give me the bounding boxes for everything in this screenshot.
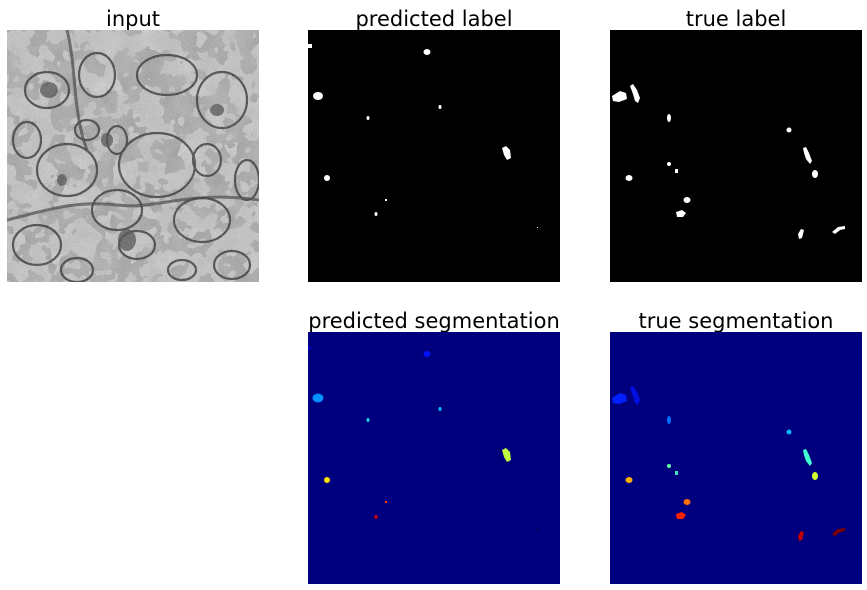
pred-seg-4 — [438, 407, 442, 411]
predicted-segmentation-map — [308, 332, 560, 584]
input-em-micrograph — [7, 30, 259, 282]
pred-seg-8 — [385, 501, 387, 503]
pred-seg-3 — [312, 393, 324, 403]
true-label-title: true label — [685, 7, 787, 31]
predicted-label-mask — [308, 30, 560, 282]
true-label-image — [610, 30, 862, 282]
pred-blob-6 — [502, 146, 511, 160]
true-blob-8 — [812, 170, 818, 178]
true-segmentation-map — [610, 332, 862, 584]
predicted-segmentation-title: predicted segmentation — [308, 309, 560, 333]
pred-blob-2 — [423, 49, 431, 55]
true-seg-10 — [683, 499, 691, 505]
true-blob-3 — [667, 114, 671, 122]
pred-blob-10 — [537, 227, 538, 228]
true-blob-10 — [683, 197, 691, 203]
predicted-label-title: predicted label — [355, 7, 513, 31]
true-label-mask — [610, 30, 862, 282]
true-blob-12 — [798, 229, 804, 239]
input-image — [7, 30, 259, 282]
true-seg-3 — [667, 416, 671, 424]
true-blob-4 — [786, 127, 792, 133]
true-seg-1 — [612, 393, 627, 404]
true-seg-2 — [630, 386, 640, 405]
true-blob-7 — [675, 169, 678, 173]
input-title: input — [105, 7, 161, 31]
predicted-label-image — [308, 30, 560, 282]
true-blob-11 — [676, 210, 686, 217]
true-seg-9 — [625, 477, 633, 483]
pred-blob-3 — [313, 92, 323, 100]
pred-seg-2 — [423, 351, 431, 357]
pred-blob-4 — [438, 105, 442, 109]
pred-blob-9 — [374, 212, 378, 216]
true-blob-1 — [612, 91, 627, 102]
true-blob-5 — [803, 147, 812, 164]
pred-seg-9 — [374, 515, 378, 519]
pred-blob-8 — [385, 199, 387, 201]
pred-seg-1 — [308, 346, 311, 350]
true-segmentation-title: true segmentation — [638, 309, 834, 333]
true-seg-8 — [812, 472, 818, 480]
true-blob-13 — [832, 226, 845, 234]
true-seg-7 — [675, 471, 678, 475]
predicted-segmentation-image — [308, 332, 560, 584]
true-seg-13 — [832, 528, 845, 536]
pred-seg-10 — [537, 529, 538, 530]
true-blob-9 — [625, 175, 633, 181]
pred-seg-7 — [324, 477, 330, 483]
true-seg-11 — [676, 512, 686, 519]
pred-blob-7 — [324, 175, 330, 181]
true-seg-5 — [803, 449, 812, 466]
pred-blob-1 — [308, 44, 312, 48]
pred-seg-5 — [366, 418, 370, 422]
pred-seg-6 — [502, 448, 511, 462]
pred-blob-5 — [366, 116, 370, 120]
true-blob-2 — [630, 84, 640, 103]
true-seg-6 — [667, 464, 671, 468]
true-segmentation-image — [610, 332, 862, 584]
true-seg-12 — [798, 531, 804, 541]
true-seg-4 — [786, 429, 792, 435]
true-blob-6 — [667, 162, 671, 166]
